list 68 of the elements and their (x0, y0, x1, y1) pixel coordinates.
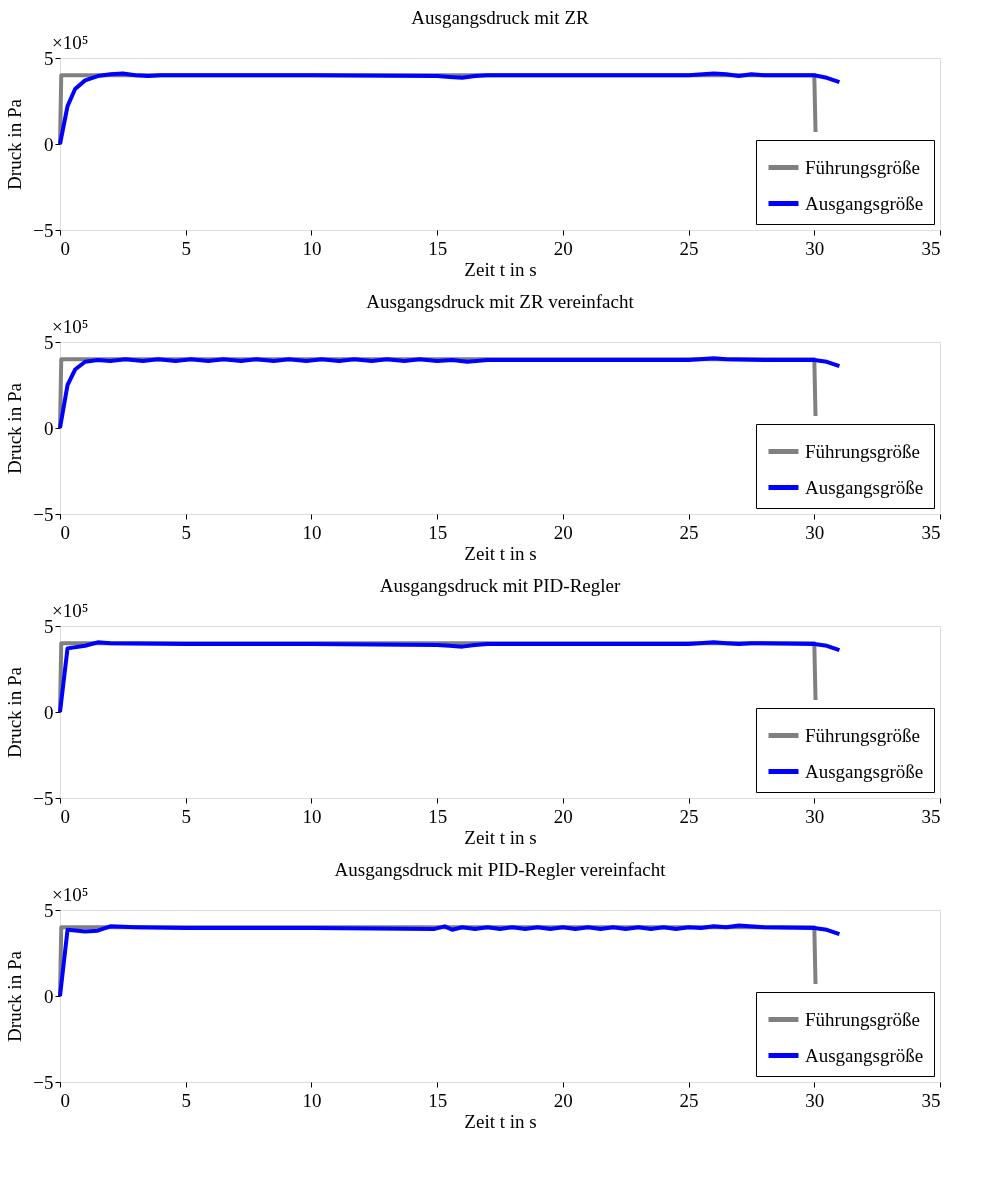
y-tick-label: 0 (44, 133, 54, 155)
x-tick-label: 15 (428, 521, 448, 543)
x-tick-label: 0 (60, 521, 70, 543)
x-tick-label: 25 (679, 805, 699, 827)
x-tick-label: 25 (679, 237, 699, 259)
x-tick-label: 0 (60, 237, 70, 259)
x-tick-label: 5 (181, 805, 191, 827)
chart-title: Ausgangsdruck mit PID-Regler vereinfacht (334, 859, 667, 880)
x-tick-label: 10 (302, 1089, 322, 1111)
legend-label: Führungsgröße (805, 1008, 921, 1030)
x-tick-label: 35 (921, 521, 941, 543)
x-tick-label: 10 (302, 805, 322, 827)
chart-title: Ausgangsdruck mit ZR vereinfacht (366, 291, 635, 312)
x-axis-title: Zeit t in s (464, 258, 537, 280)
y-axis-title: Druck in Pa (4, 382, 26, 474)
y-tick-label: 5 (44, 47, 54, 69)
x-tick-label: 10 (302, 237, 322, 259)
legend-label: Ausgangsgröße (805, 760, 924, 782)
x-axis-title: Zeit t in s (464, 542, 537, 564)
y-tick-label: −5 (33, 787, 54, 809)
legend-label: Ausgangsgröße (805, 192, 924, 214)
y-tick-label: 5 (44, 331, 54, 353)
x-tick-label: 30 (805, 521, 825, 543)
x-tick-label: 15 (428, 1089, 448, 1111)
x-tick-label: 30 (805, 237, 825, 259)
y-axis-title: Druck in Pa (4, 666, 26, 758)
legend-label: Ausgangsgröße (805, 476, 924, 498)
x-tick-label: 0 (60, 1089, 70, 1111)
legend-label: Führungsgröße (805, 440, 921, 462)
y-tick-label: 5 (44, 615, 54, 637)
x-tick-label: 35 (921, 1089, 941, 1111)
x-tick-label: 5 (181, 521, 191, 543)
y-tick-label: 0 (44, 417, 54, 439)
x-tick-label: 0 (60, 805, 70, 827)
x-tick-label: 35 (921, 805, 941, 827)
x-tick-label: 20 (553, 237, 573, 259)
text: ×10⁵ (52, 32, 89, 53)
y-axis-title: Druck in Pa (4, 98, 26, 190)
legend-label: Führungsgröße (805, 724, 921, 746)
chart-title: Ausgangsdruck mit PID-Regler (379, 575, 621, 596)
legend-label: Ausgangsgröße (805, 1044, 924, 1066)
y-axis-title: Druck in Pa (4, 950, 26, 1042)
x-tick-label: 20 (553, 805, 573, 827)
x-tick-label: 5 (181, 237, 191, 259)
text: ×10⁵ (52, 884, 89, 905)
x-tick-label: 20 (553, 1089, 573, 1111)
x-tick-label: 30 (805, 1089, 825, 1111)
x-tick-label: 25 (679, 1089, 699, 1111)
y-tick-label: 5 (44, 899, 54, 921)
y-tick-label: −5 (33, 219, 54, 241)
x-tick-label: 15 (428, 805, 448, 827)
x-axis-title: Zeit t in s (464, 826, 537, 848)
x-tick-label: 20 (553, 521, 573, 543)
x-tick-label: 5 (181, 1089, 191, 1111)
y-tick-label: 0 (44, 701, 54, 723)
x-tick-label: 30 (805, 805, 825, 827)
x-tick-label: 15 (428, 237, 448, 259)
x-tick-label: 25 (679, 521, 699, 543)
text: ×10⁵ (52, 316, 89, 337)
y-tick-label: −5 (33, 503, 54, 525)
y-tick-label: 0 (44, 985, 54, 1007)
x-axis-title: Zeit t in s (464, 1110, 537, 1132)
text: ×10⁵ (52, 600, 89, 621)
y-tick-label: −5 (33, 1071, 54, 1093)
legend-label: Führungsgröße (805, 156, 921, 178)
x-tick-label: 35 (921, 237, 941, 259)
x-tick-label: 10 (302, 521, 322, 543)
chart-title: Ausgangsdruck mit ZR (411, 7, 589, 28)
